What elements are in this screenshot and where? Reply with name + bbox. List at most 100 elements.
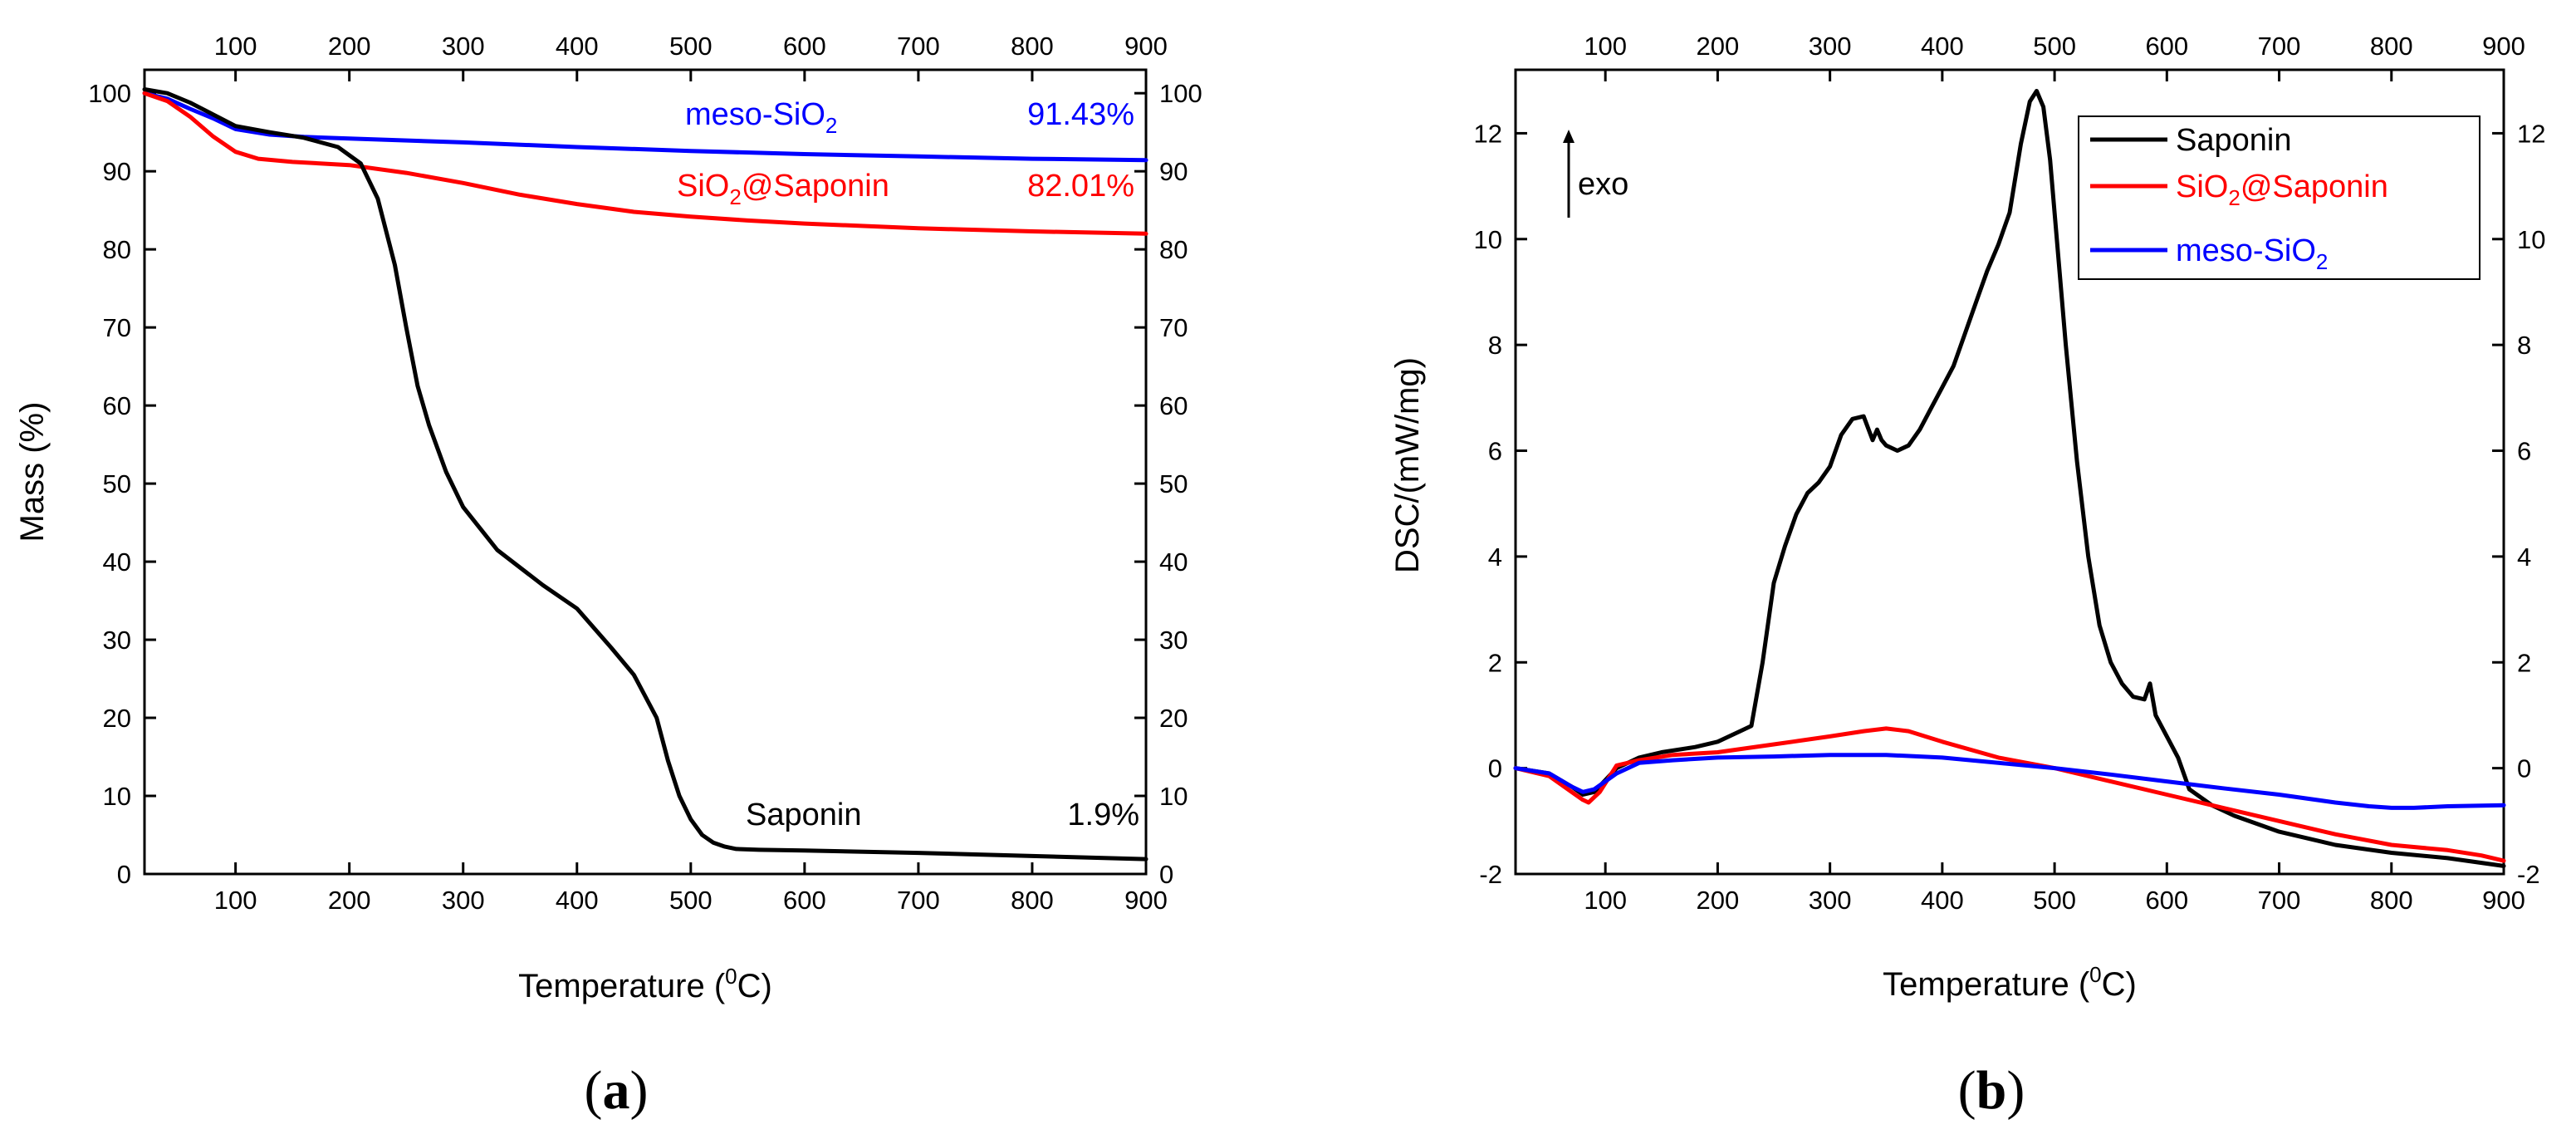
panel-a-ytick-label-left-90: 90 [103,157,131,186]
panel-a-ytick-label-right-60: 60 [1159,391,1188,420]
panel-b-xtick-label-bottom-500: 500 [2033,886,2076,915]
panel-a-tga-chart: 1001002002003003004004005005006006007007… [14,32,1202,1121]
panel-b-xtick-label-top-700: 700 [2258,32,2301,61]
panel-b-ytick-label-left-0: 0 [1488,754,1502,783]
panel-a-xtick-label-top-300: 300 [442,32,485,61]
panel-a-xtick-label-bottom-900: 900 [1124,886,1168,915]
panel-a-ylabel: Mass (%) [14,402,51,542]
panel-b-xtick-label-bottom-700: 700 [2258,886,2301,915]
panel-b-series-sio2-saponin [1513,726,2506,863]
panel-a-ytick-label-left-40: 40 [103,547,131,577]
panel-a-anno-sio2-saponin-value: 82.01% [1027,169,1134,204]
panel-b-xtick-label-top-600: 600 [2145,32,2188,61]
panel-b-xtick-label-bottom-900: 900 [2482,886,2525,915]
panel-b-ytick-label-right-4: 4 [2517,542,2531,572]
panel-a-xtick-label-bottom-300: 300 [442,886,485,915]
panel-b-ticks: 1001002002003003004004005005006006007007… [1474,32,2546,915]
panel-b-series [1513,89,2506,868]
panel-b-xtick-label-top-100: 100 [1584,32,1627,61]
panel-a-label: (a) [585,1060,649,1121]
panel-b-xtick-label-top-800: 800 [2370,32,2413,61]
panel-a-ytick-label-left-100: 100 [88,79,131,108]
panel-b-label: (b) [1958,1060,2025,1121]
panel-b-ytick-label-left-2: 2 [1488,648,1502,677]
panel-a-ytick-label-left-10: 10 [103,782,131,811]
panel-a-ytick-label-right-90: 90 [1159,157,1188,186]
panel-a-anno-saponin-label: Saponin [746,798,861,832]
panel-a-xtick-label-top-200: 200 [328,32,371,61]
panel-a-xtick-label-top-500: 500 [669,32,713,61]
panel-b-xtick-label-top-400: 400 [1921,32,1964,61]
panel-b-legend: Saponin SiO2@Saponin meso-SiO2 [2078,115,2481,280]
panel-a-ticks: 1001002002003003004004005005006006007007… [88,32,1202,915]
panel-b-series-saponin [1513,89,2506,868]
panel-a-ytick-label-left-60: 60 [103,391,131,420]
panel-b-xtick-label-top-900: 900 [2482,32,2525,61]
panel-a-xtick-label-top-600: 600 [783,32,826,61]
panel-a-anno-saponin-value: 1.9% [1067,798,1139,832]
panel-b-ytick-label-right-0: 0 [2517,754,2531,783]
panel-a-series-sio2-saponin [142,91,1148,236]
panel-b-ytick-label-right-8: 8 [2517,331,2531,360]
panel-b-ytick-label-right-10: 10 [2517,225,2545,254]
panel-a-xtick-label-top-700: 700 [897,32,940,61]
panel-a-xlabel: Temperature (0C) [518,964,772,1004]
panel-a-ytick-label-left-0: 0 [117,860,131,889]
panel-b-ytick-label-right--2: -2 [2517,860,2540,889]
panel-a-xtick-label-bottom-100: 100 [214,886,257,915]
panel-b-xtick-label-top-500: 500 [2033,32,2076,61]
panel-a-anno-meso-sio2-label: meso-SiO2 [685,97,837,138]
panel-a-ytick-label-right-50: 50 [1159,469,1188,498]
panel-a-ytick-label-right-40: 40 [1159,547,1188,577]
panel-b-xtick-label-bottom-200: 200 [1697,886,1740,915]
panel-a-xtick-label-bottom-800: 800 [1011,886,1054,915]
panel-a-xtick-label-bottom-400: 400 [556,886,599,915]
panel-a-plot-frame [143,68,1148,876]
panel-b-ytick-label-left-12: 12 [1474,119,1502,148]
panel-a-xtick-label-top-800: 800 [1011,32,1054,61]
panel-b-xtick-label-bottom-300: 300 [1809,886,1852,915]
panel-a-ytick-label-right-10: 10 [1159,782,1188,811]
panel-a-ytick-label-left-70: 70 [103,313,131,342]
panel-b-ylabel: DSC/(mW/mg) [1389,357,1426,573]
panel-a-ytick-label-right-80: 80 [1159,235,1188,264]
panel-a-ytick-label-left-50: 50 [103,469,131,498]
panel-a-series [142,87,1148,862]
panel-b-dsc-chart: 1001002002003003004004005005006006007007… [1389,32,2545,1121]
panel-b-exo-label: exo [1578,167,1628,202]
panel-a-xtick-label-bottom-600: 600 [783,886,826,915]
panel-a-ytick-label-left-20: 20 [103,704,131,733]
panel-a-ytick-label-right-70: 70 [1159,313,1188,342]
panel-a-ytick-label-right-30: 30 [1159,626,1188,655]
panel-a-xtick-label-top-400: 400 [556,32,599,61]
panel-a-ytick-label-left-80: 80 [103,235,131,264]
panel-b-xtick-label-bottom-400: 400 [1921,886,1964,915]
panel-a-xtick-label-top-900: 900 [1124,32,1168,61]
panel-a-ytick-label-right-20: 20 [1159,704,1188,733]
panel-b-xtick-label-bottom-600: 600 [2145,886,2188,915]
panel-a-series-saponin [142,87,1148,862]
panel-b-ytick-label-left-10: 10 [1474,225,1502,254]
panel-a-anno-sio2-saponin-label: SiO2@Saponin [677,169,889,209]
panel-a-series-meso-sio2 [142,91,1148,163]
panel-b-ytick-label-right-6: 6 [2517,437,2531,466]
panel-a-xtick-label-bottom-200: 200 [328,886,371,915]
panel-b-ytick-label-right-2: 2 [2517,648,2531,677]
panel-b-plot-frame [1514,68,2505,876]
legend-label-meso-sio2: meso-SiO2 [2176,233,2328,274]
panel-b-ytick-label-right-12: 12 [2517,119,2545,148]
panel-b-xtick-label-top-200: 200 [1697,32,1740,61]
panel-b-xtick-label-bottom-800: 800 [2370,886,2413,915]
exo-arrow-icon [1563,130,1574,218]
panel-a-xtick-label-top-100: 100 [214,32,257,61]
legend-label-sio2-saponin: SiO2@Saponin [2176,169,2388,210]
panel-b-series-meso-sio2 [1513,753,2506,810]
panel-a-xtick-label-bottom-700: 700 [897,886,940,915]
panel-b-ytick-label-left-4: 4 [1488,542,1502,572]
panel-a-ytick-label-left-30: 30 [103,626,131,655]
panel-b-ytick-label-left-8: 8 [1488,331,1502,360]
panel-a-ytick-label-right-100: 100 [1159,79,1202,108]
panel-b-xtick-label-top-300: 300 [1809,32,1852,61]
panel-a-xtick-label-bottom-500: 500 [669,886,713,915]
